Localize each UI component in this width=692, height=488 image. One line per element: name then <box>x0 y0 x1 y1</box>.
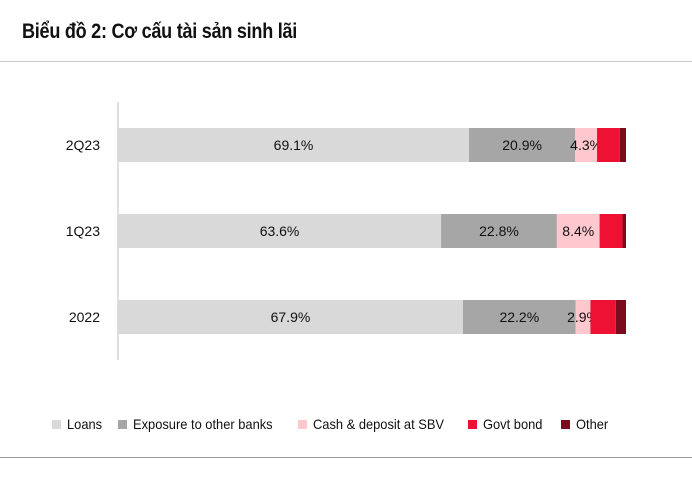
legend-swatch <box>560 419 570 429</box>
chart-title: Biểu đồ 2: Cơ cấu tài sản sinh lãi <box>22 20 298 43</box>
data-label: 20.9% <box>502 137 542 153</box>
bar-segment <box>469 128 576 162</box>
data-label: 63.6% <box>260 223 300 239</box>
legend-label: Exposure to other banks <box>133 416 273 432</box>
bar-segment <box>462 300 576 334</box>
category-label: 2Q23 <box>66 137 100 153</box>
stacked-bar-chart: 2Q23 69.1% 20.9% 4.3% 1Q23 63.6% 22.8% 8.4% 2022… <box>66 102 626 360</box>
legend-item: Loans <box>52 416 105 432</box>
bar-segment <box>556 214 600 248</box>
data-label: 8.4% <box>562 223 594 239</box>
bar-segment <box>118 300 463 334</box>
bar-segment <box>441 214 557 248</box>
legend-item: Exposure to other banks <box>118 416 285 432</box>
category-label: 2022 <box>69 309 100 325</box>
legend-label: Other <box>575 416 609 432</box>
bar-segment <box>619 128 626 162</box>
chart-legend: Loans Exposure to other banks Cash & depos… <box>52 414 624 434</box>
data-label: 22.8% <box>479 223 519 239</box>
bar-segment <box>615 300 626 334</box>
bar-segment <box>590 300 616 334</box>
legend-swatch <box>118 419 128 429</box>
legend-label: Govt bond <box>483 416 543 432</box>
data-label: 69.1% <box>274 137 314 153</box>
legend-label: Cash & deposit at SBV <box>312 416 444 432</box>
legend-item: Other <box>560 416 611 432</box>
category-label: 1Q23 <box>66 223 100 239</box>
bar-segment <box>622 214 626 248</box>
bottom-divider <box>0 457 692 458</box>
legend-item: Govt bond <box>468 416 548 432</box>
legend-label: Loans <box>67 416 103 432</box>
bar-segment <box>575 128 598 162</box>
bar-segment <box>599 214 623 248</box>
data-label: 4.3% <box>570 137 602 153</box>
bar-segment <box>118 214 442 248</box>
data-label: 22.2% <box>499 309 539 325</box>
bar-segment <box>575 300 591 334</box>
data-label: 67.9% <box>271 309 311 325</box>
legend-swatch <box>52 419 61 429</box>
bar-segment <box>118 128 470 162</box>
legend-swatch <box>468 419 478 429</box>
legend-swatch <box>297 419 307 429</box>
bar-segment <box>597 128 620 162</box>
title-divider <box>0 61 692 62</box>
legend-item: Cash & deposit at SBV <box>297 416 455 432</box>
